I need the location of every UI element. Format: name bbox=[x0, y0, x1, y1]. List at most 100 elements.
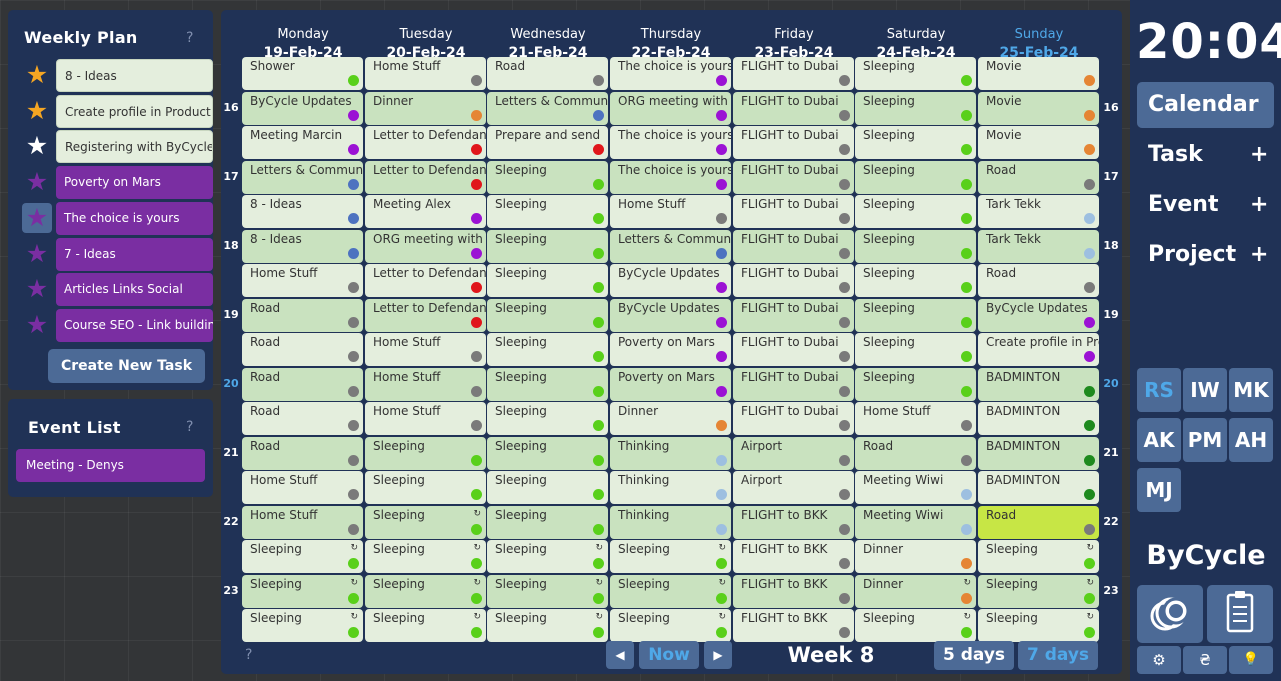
calendar-cell[interactable]: FLIGHT to Dubai bbox=[733, 402, 854, 435]
calendar-cell[interactable]: Road bbox=[978, 264, 1099, 297]
calendar-cell[interactable]: Meeting Marcin bbox=[242, 126, 363, 159]
star-icon[interactable]: ★ bbox=[25, 95, 49, 125]
calendar-menu-button[interactable]: Calendar bbox=[1137, 82, 1274, 128]
add-task-icon[interactable]: + bbox=[1250, 142, 1269, 167]
calendar-cell[interactable]: 8 - Ideas bbox=[242, 195, 363, 228]
star-icon[interactable]: ★ bbox=[25, 131, 49, 161]
calendar-cell[interactable]: Sleeping ↻ bbox=[978, 609, 1099, 642]
calendar-cell[interactable]: Letters & Communication bbox=[610, 229, 731, 263]
calendar-cell[interactable]: Road bbox=[487, 57, 608, 90]
task-item[interactable]: The choice is yours bbox=[56, 201, 213, 235]
calendar-cell[interactable]: Letter to Defendant bbox=[365, 126, 486, 159]
calendar-cell[interactable]: Home Stuff bbox=[365, 333, 486, 366]
calendar-cell[interactable]: Shower bbox=[242, 57, 363, 90]
calendar-cell[interactable]: ORG meeting with bbox=[365, 229, 486, 263]
calendar-cell[interactable]: Sleeping ↻ bbox=[242, 609, 363, 642]
calendar-cell[interactable]: Meeting Wiwi bbox=[855, 471, 976, 504]
calendar-cell[interactable]: Letters & Communication bbox=[487, 91, 608, 125]
calendar-cell[interactable]: Sleeping bbox=[855, 298, 976, 332]
calendar-cell[interactable]: Thinking bbox=[610, 471, 731, 504]
seven-days-button[interactable]: 7 days bbox=[1018, 641, 1098, 670]
calendar-cell[interactable]: FLIGHT to BKK bbox=[733, 574, 854, 608]
star-icon[interactable]: ★ bbox=[25, 309, 49, 339]
calendar-cell[interactable]: Sleeping ↻ bbox=[242, 540, 363, 573]
task-item[interactable]: Create profile in Product bbox=[56, 94, 213, 128]
calendar-cell[interactable]: Sleeping bbox=[487, 333, 608, 366]
calendar-cell[interactable]: Sleeping ↻ bbox=[365, 540, 486, 573]
task-item[interactable]: Registering with ByCycle bbox=[56, 130, 213, 164]
gear-icon[interactable]: ⚙ bbox=[1137, 646, 1181, 674]
calendar-cell[interactable]: Meeting Alex bbox=[365, 195, 486, 228]
calendar-cell[interactable]: Sleeping bbox=[487, 229, 608, 263]
task-item[interactable]: Articles Links Social bbox=[56, 273, 213, 307]
calendar-cell[interactable]: Sleeping bbox=[487, 367, 608, 401]
calendar-cell[interactable]: Sleeping bbox=[855, 195, 976, 228]
star-icon[interactable]: ★ bbox=[25, 167, 49, 197]
calendar-cell[interactable]: Sleeping bbox=[487, 264, 608, 297]
calendar-cell[interactable]: Meeting Wiwi bbox=[855, 505, 976, 539]
avatar-button[interactable]: MK bbox=[1229, 368, 1273, 412]
calendar-cell[interactable]: Sleeping ↻ bbox=[365, 505, 486, 539]
calendar-cell[interactable]: Road bbox=[242, 367, 363, 401]
calendar-cell[interactable]: BADMINTON bbox=[978, 471, 1099, 504]
add-project-icon[interactable]: + bbox=[1250, 242, 1269, 267]
task-item[interactable]: 8 - Ideas bbox=[56, 59, 213, 92]
calendar-cell[interactable]: BADMINTON bbox=[978, 402, 1099, 435]
star-icon[interactable]: ★ bbox=[22, 202, 52, 233]
calendar-cell[interactable]: Sleeping ↻ bbox=[365, 574, 486, 608]
event-menu-item[interactable]: Event bbox=[1148, 192, 1219, 217]
calendar-cell[interactable]: Road bbox=[242, 402, 363, 435]
five-days-button[interactable]: 5 days bbox=[934, 641, 1014, 670]
calendar-cell[interactable]: Sleeping ↻ bbox=[610, 540, 731, 573]
add-event-icon[interactable]: + bbox=[1250, 192, 1269, 217]
calendar-cell[interactable]: Sleeping ↻ bbox=[487, 609, 608, 642]
calendar-cell[interactable]: Road bbox=[978, 160, 1099, 194]
calendar-cell[interactable]: Home Stuff bbox=[242, 471, 363, 504]
calendar-cell[interactable]: Create profile in Product bbox=[978, 333, 1099, 366]
weekly-plan-help-icon[interactable]: ? bbox=[186, 30, 194, 46]
calendar-cell[interactable]: Sleeping bbox=[487, 402, 608, 435]
calendar-cell[interactable]: Thinking bbox=[610, 436, 731, 470]
calendar-cell[interactable]: Movie bbox=[978, 126, 1099, 159]
calendar-cell[interactable]: Dinner bbox=[365, 91, 486, 125]
calendar-cell[interactable]: Sleeping bbox=[855, 264, 976, 297]
calendar-cell[interactable]: Home Stuff bbox=[365, 402, 486, 435]
calendar-cell[interactable]: 8 - Ideas bbox=[242, 229, 363, 263]
calendar-cell[interactable]: Thinking bbox=[610, 505, 731, 539]
calendar-cell[interactable]: FLIGHT to BKK bbox=[733, 540, 854, 573]
calendar-cell[interactable]: Dinner bbox=[855, 540, 976, 573]
calendar-help-icon[interactable]: ? bbox=[245, 647, 253, 663]
calendar-cell[interactable]: Sleeping bbox=[855, 367, 976, 401]
calendar-cell[interactable]: ORG meeting with bbox=[610, 91, 731, 125]
event-item[interactable]: Meeting - Denys bbox=[16, 449, 205, 482]
calendar-cell[interactable]: Sleeping bbox=[855, 333, 976, 366]
calendar-cell[interactable]: Sleeping bbox=[487, 195, 608, 228]
calendar-cell[interactable]: Airport bbox=[733, 471, 854, 504]
prev-week-button[interactable]: ◀ bbox=[606, 641, 634, 669]
calendar-cell[interactable]: Dinner bbox=[610, 402, 731, 435]
calendar-cell[interactable]: Sleeping ↻ bbox=[610, 609, 731, 642]
calendar-cell[interactable]: Prepare and send bbox=[487, 126, 608, 159]
calendar-cell[interactable]: The choice is yours bbox=[610, 160, 731, 194]
calendar-cell[interactable]: Tark Tekk bbox=[978, 195, 1099, 228]
calendar-cell[interactable]: Sleeping bbox=[365, 471, 486, 504]
calendar-cell[interactable]: ByCycle Updates bbox=[610, 298, 731, 332]
bulb-icon[interactable]: 💡 bbox=[1229, 646, 1273, 674]
calendar-cell[interactable]: Tark Tekk bbox=[978, 229, 1099, 263]
calendar-cell[interactable]: Home Stuff bbox=[855, 402, 976, 435]
calendar-cell[interactable]: Sleeping ↻ bbox=[487, 574, 608, 608]
calendar-cell[interactable]: Sleeping ↻ bbox=[855, 609, 976, 642]
notes-button[interactable] bbox=[1207, 585, 1273, 643]
calendar-cell[interactable]: Sleeping bbox=[855, 57, 976, 90]
star-icon[interactable]: ★ bbox=[25, 238, 49, 268]
calendar-cell[interactable]: Sleeping ↻ bbox=[610, 574, 731, 608]
calendar-cell[interactable]: Movie bbox=[978, 91, 1099, 125]
task-item[interactable]: 7 - Ideas bbox=[56, 237, 213, 271]
calendar-cell[interactable]: Sleeping ↻ bbox=[487, 540, 608, 573]
calendar-cell[interactable]: Airport bbox=[733, 436, 854, 470]
create-new-task-button[interactable]: Create New Task bbox=[48, 349, 205, 383]
avatar-button[interactable]: AK bbox=[1137, 418, 1181, 462]
cycle-logo-button[interactable] bbox=[1137, 585, 1203, 643]
calendar-cell[interactable]: Home Stuff bbox=[242, 505, 363, 539]
currency-icon[interactable]: ₴ bbox=[1183, 646, 1227, 674]
